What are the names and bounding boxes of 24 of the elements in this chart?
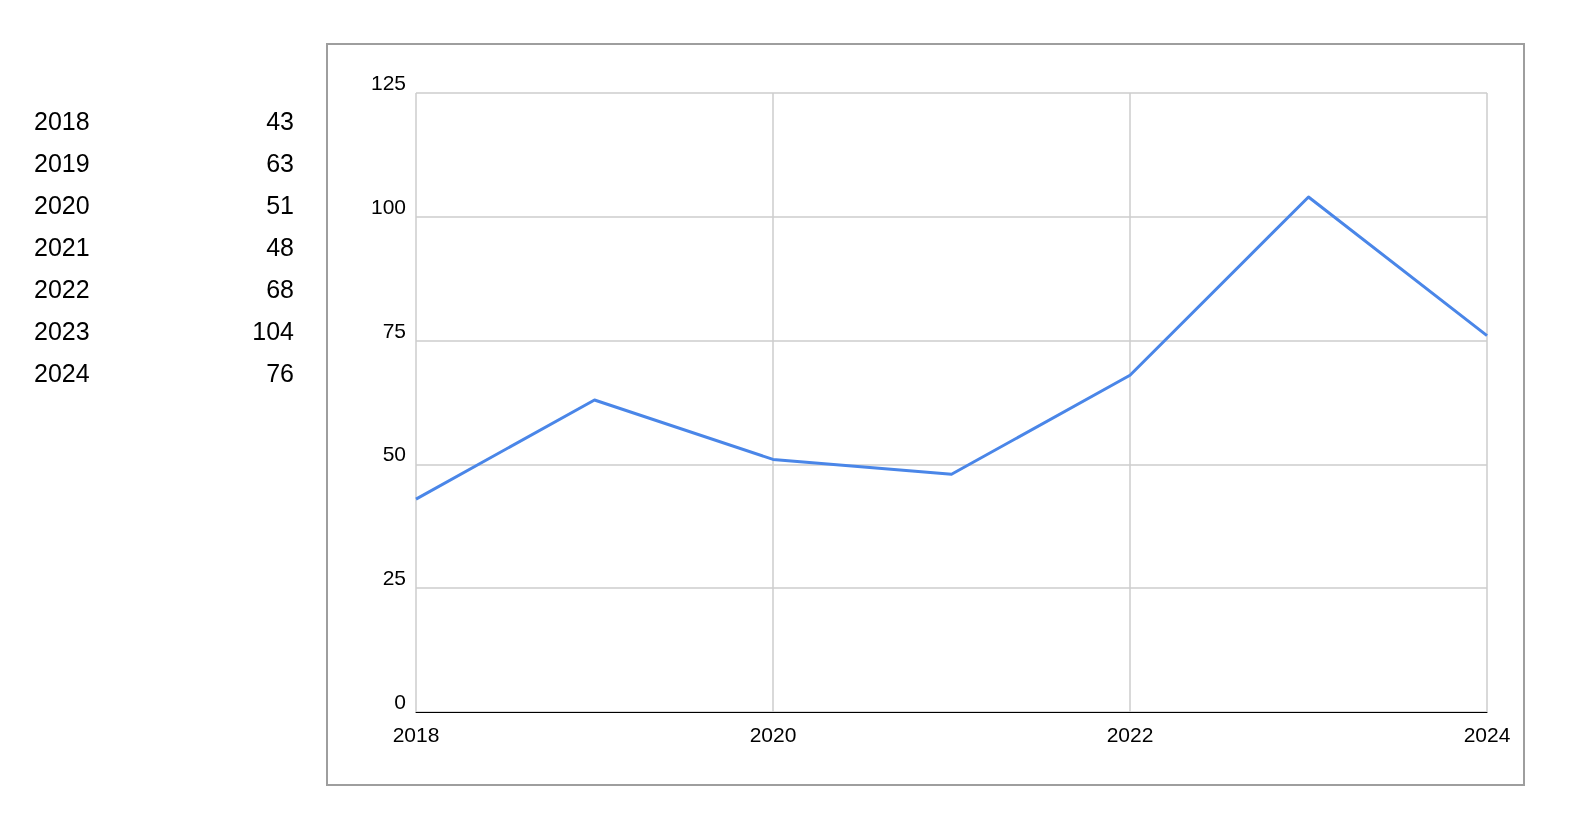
- x-tick-label: 2024: [1463, 723, 1511, 746]
- text: 2022: [34, 275, 90, 304]
- x-tick-label: 2020: [749, 723, 797, 746]
- text: 63: [266, 149, 294, 178]
- text: 2023: [34, 317, 90, 346]
- y-tick-label: 100: [370, 194, 406, 218]
- text: 2018: [34, 107, 90, 136]
- y-tick-label: 0: [394, 690, 406, 713]
- y-tick-label: 50: [382, 442, 406, 466]
- text: 2024: [34, 359, 90, 388]
- text: 2020: [34, 191, 90, 220]
- text: 2021: [34, 233, 90, 262]
- y-tick-label: 125: [370, 71, 406, 94]
- x-tick-label: 2018: [392, 723, 440, 746]
- text: 43: [266, 107, 294, 136]
- y-tick-label: 75: [382, 318, 406, 342]
- text: 104: [252, 317, 294, 346]
- x-tick-label: 2022: [1106, 723, 1154, 746]
- text: 68: [266, 275, 294, 304]
- y-tick-label: 25: [382, 566, 406, 590]
- text: 51: [266, 191, 294, 220]
- text: 76: [266, 359, 294, 388]
- text: 2019: [34, 149, 90, 178]
- text: 48: [266, 233, 294, 262]
